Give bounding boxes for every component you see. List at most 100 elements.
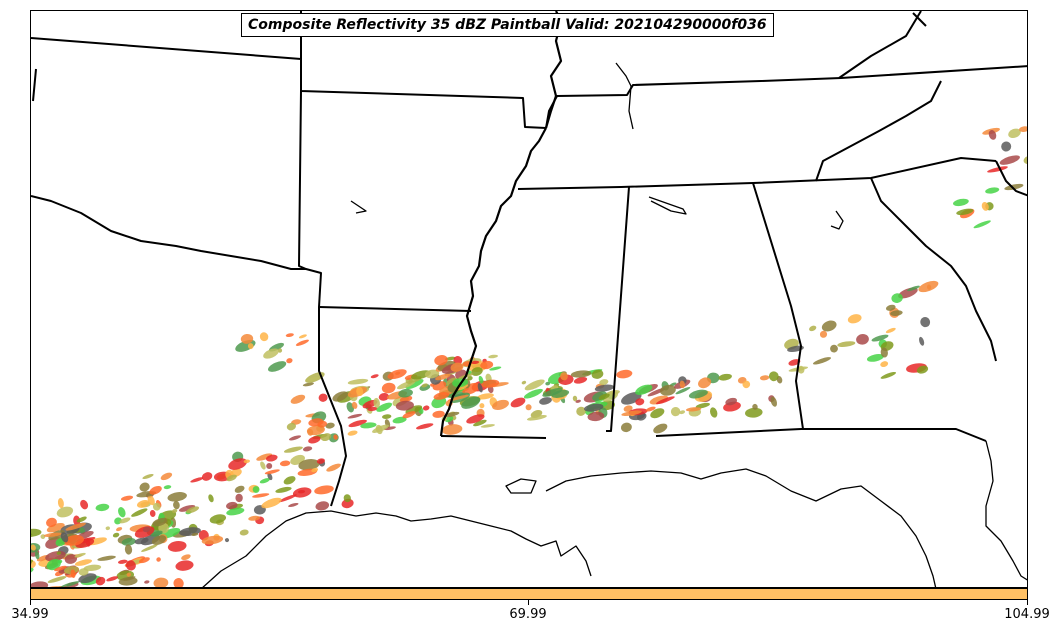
reflectivity-blob <box>471 367 483 376</box>
reflectivity-blob <box>347 430 358 436</box>
reflectivity-blob <box>919 336 925 346</box>
reflectivity-blob <box>131 508 148 517</box>
reflectivity-blob <box>399 395 413 403</box>
reflectivity-blob <box>402 411 416 419</box>
reflectivity-blob <box>286 422 297 431</box>
reflectivity-blob <box>752 403 758 410</box>
reflectivity-blob <box>316 458 325 464</box>
reflectivity-blob <box>742 380 751 389</box>
reflectivity-blob <box>594 384 615 392</box>
reflectivity-blob <box>190 477 204 483</box>
reflectivity-blob <box>117 559 128 564</box>
reflectivity-blob <box>56 551 62 555</box>
reflectivity-blob <box>616 369 633 379</box>
reflectivity-blob <box>523 388 543 399</box>
reflectivity-blob <box>332 391 349 402</box>
reflectivity-blob <box>918 280 939 293</box>
reflectivity-blob <box>167 540 187 552</box>
reflectivity-blob <box>435 373 451 381</box>
reflectivity-blob <box>659 384 676 396</box>
reflectivity-blob <box>95 576 106 586</box>
reflectivity-blob <box>65 522 86 531</box>
reflectivity-blob <box>201 472 213 481</box>
reflectivity-blob <box>265 454 278 462</box>
reflectivity-blob <box>560 372 568 381</box>
reflectivity-blob <box>471 360 480 365</box>
reflectivity-blob <box>788 359 801 366</box>
reflectivity-blob <box>441 424 463 435</box>
reflectivity-blob <box>31 560 36 569</box>
reflectivity-blob <box>347 378 369 385</box>
reflectivity-blob <box>226 507 245 516</box>
reflectivity-blob <box>416 423 434 430</box>
reflectivity-blob <box>149 510 156 517</box>
reflectivity-blob <box>285 333 294 338</box>
reflectivity-blob <box>347 413 363 419</box>
reflectivity-blob <box>325 422 335 429</box>
reflectivity-blob <box>620 422 632 433</box>
reflectivity-blob <box>311 467 319 473</box>
reflectivity-blob <box>479 403 485 409</box>
reflectivity-blob <box>891 293 903 303</box>
reflectivity-blob <box>880 361 889 368</box>
reflectivity-blob <box>267 472 273 481</box>
reflectivity-blob <box>880 347 888 358</box>
reflectivity-blob <box>809 325 817 332</box>
reflectivity-blob <box>635 398 645 406</box>
reflectivity-blob <box>275 486 292 493</box>
reflectivity-blob <box>118 507 126 518</box>
reflectivity-blob <box>314 485 334 495</box>
reflectivity-blob <box>351 401 358 409</box>
reflectivity-blob <box>675 387 691 395</box>
reflectivity-blob <box>248 515 261 521</box>
reflectivity-blob <box>812 357 832 365</box>
reflectivity-blob <box>60 532 69 543</box>
reflectivity-blob <box>819 330 828 338</box>
reflectivity-blob <box>46 517 57 528</box>
reflectivity-blob <box>288 435 302 441</box>
map-title: Composite Reflectivity 35 dBZ Paintball … <box>241 13 774 37</box>
reflectivity-blob <box>35 551 40 560</box>
reflectivity-blob <box>333 434 338 440</box>
reflectivity-blob <box>392 416 407 424</box>
reflectivity-blob <box>587 411 605 422</box>
reflectivity-blob <box>348 419 367 428</box>
reflectivity-blob <box>461 396 481 409</box>
reflectivity-blob <box>298 459 320 471</box>
reflectivity-blob <box>599 379 609 386</box>
reflectivity-blob <box>305 376 320 382</box>
reflectivity-blob <box>70 569 76 578</box>
reflectivity-blob <box>856 333 869 345</box>
reflectivity-blob <box>226 501 238 510</box>
reflectivity-blob <box>382 414 392 419</box>
reflectivity-blob <box>163 485 172 490</box>
reflectivity-blob <box>234 485 245 493</box>
reflectivity-blob <box>953 198 969 207</box>
reflectivity-blob <box>266 463 273 469</box>
colorbar-tick-mark-mid <box>528 600 529 605</box>
reflectivity-blob <box>745 407 763 418</box>
reflectivity-blob <box>278 494 297 503</box>
colorbar-tick-min: 34.99 <box>11 607 49 622</box>
reflectivity-blob <box>635 384 653 396</box>
reflectivity-blob <box>718 373 732 381</box>
reflectivity-blob <box>263 348 279 359</box>
reflectivity-blob <box>432 410 445 418</box>
reflectivity-blob <box>306 425 325 436</box>
reflectivity-blob <box>573 376 588 384</box>
reflectivity-blob <box>243 459 250 464</box>
colorbar-tick-mark-max <box>1027 600 1028 605</box>
reflectivity-blob <box>179 504 196 512</box>
reflectivity-paintball-layer <box>31 126 1027 587</box>
reflectivity-blob <box>539 397 552 405</box>
reflectivity-blob <box>295 339 309 346</box>
reflectivity-blob <box>381 382 396 394</box>
reflectivity-blob <box>698 377 712 389</box>
reflectivity-blob <box>480 360 494 370</box>
reflectivity-blob <box>444 416 454 423</box>
reflectivity-blob <box>395 400 414 411</box>
reflectivity-blob <box>510 397 526 408</box>
reflectivity-blob <box>260 461 266 470</box>
reflectivity-blob <box>156 557 161 562</box>
reflectivity-blob <box>591 369 604 379</box>
